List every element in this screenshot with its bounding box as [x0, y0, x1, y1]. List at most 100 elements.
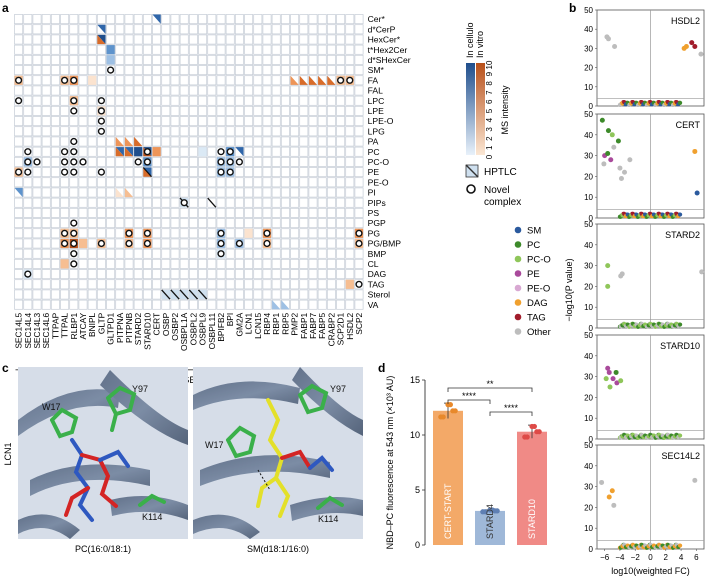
- grid-cell: [253, 136, 263, 147]
- grid-cell: [225, 126, 235, 137]
- grid-cell: [345, 95, 355, 106]
- grid-cell: [152, 228, 162, 239]
- grid-cell: [290, 238, 300, 249]
- grid-cell: [78, 136, 88, 147]
- grid-cell: [216, 177, 226, 188]
- grid-cell: [262, 75, 272, 86]
- protein-label: GLTP: [96, 312, 106, 334]
- grid-cell: [354, 116, 364, 127]
- y-tick-label: 50: [584, 110, 593, 119]
- grid-cell: [290, 65, 300, 76]
- grid-cell: [14, 105, 24, 116]
- binding-cell: [198, 147, 207, 157]
- grid-cell: [106, 207, 116, 218]
- grid-cell: [14, 197, 24, 208]
- grid-cell: [216, 197, 226, 208]
- binding-cell-incellulo: [14, 187, 23, 198]
- grid-cell: [133, 44, 143, 55]
- grid-cell: [262, 279, 272, 290]
- grid-cell: [161, 65, 171, 76]
- grid-cell: [142, 24, 152, 35]
- binding-cell-invitro: [97, 34, 106, 45]
- grid-cell: [317, 279, 327, 290]
- grid-cell: [317, 207, 327, 218]
- grid-cell: [354, 75, 364, 86]
- grid-cell: [308, 258, 318, 269]
- grid-cell: [179, 258, 189, 269]
- data-point: [611, 502, 617, 508]
- grid-cell: [308, 299, 318, 310]
- grid-cell: [216, 187, 226, 198]
- grid-cell: [32, 126, 42, 137]
- grid-cell: [354, 258, 364, 269]
- protein-label: SEC14L4: [23, 312, 33, 348]
- grid-cell: [60, 54, 70, 65]
- grid-cell: [32, 95, 42, 106]
- grid-cell: [133, 269, 143, 280]
- grid-cell: [225, 269, 235, 280]
- grid-cell: [78, 65, 88, 76]
- grid-cell: [41, 197, 51, 208]
- y-tick-label: 30: [584, 483, 593, 492]
- grid-cell: [271, 34, 281, 45]
- grid-cell: [23, 197, 33, 208]
- volcano-plot: 0 10 20 30 40 50 CERT: [584, 110, 705, 223]
- grid-cell: [326, 218, 336, 229]
- grid-cell: [50, 228, 60, 239]
- data-point: [622, 169, 628, 175]
- grid-cell: [271, 44, 281, 55]
- grid-cell: [253, 269, 263, 280]
- grid-cell: [198, 54, 208, 65]
- y-tick-label: 40: [584, 241, 593, 250]
- grid-cell: [87, 105, 97, 116]
- grid-cell: [170, 65, 180, 76]
- grid-cell: [96, 54, 106, 65]
- grid-cell: [78, 75, 88, 86]
- grid-cell: [271, 146, 281, 157]
- grid-cell: [253, 44, 263, 55]
- novel-complex-marker: [355, 280, 363, 288]
- grid-cell: [23, 116, 33, 127]
- grid-cell: [244, 258, 254, 269]
- grid-cell: [216, 136, 226, 147]
- grid-cell: [308, 238, 318, 249]
- grid-cell: [317, 248, 327, 259]
- grid-cell: [50, 207, 60, 218]
- grid-cell: [271, 218, 281, 229]
- grid-cell: [69, 197, 79, 208]
- grid-cell: [308, 248, 318, 259]
- grid-cell: [271, 197, 281, 208]
- grid-cell: [336, 238, 346, 249]
- grid-cell: [198, 167, 208, 178]
- grid-cell: [207, 167, 217, 178]
- grid-cell: [170, 269, 180, 280]
- grid-cell: [50, 95, 60, 106]
- grid-cell: [78, 146, 88, 157]
- grid-cell: [354, 197, 364, 208]
- novel-complex-marker: [60, 229, 69, 237]
- novel-complex-marker: [60, 239, 69, 248]
- grid-cell: [198, 238, 208, 249]
- grid-cell: [115, 95, 125, 106]
- novel-complex-marker: [143, 158, 152, 166]
- grid-cell: [308, 187, 318, 198]
- y-axis-label: NBD–PC fluorescence at 543 nm (×10³ AU): [385, 376, 395, 550]
- grid-cell: [41, 258, 51, 269]
- grid-cell: [225, 85, 235, 96]
- protein-label: LCN15: [253, 312, 263, 338]
- grid-cell: [207, 258, 217, 269]
- grid-cell: [69, 269, 79, 280]
- data-point: [692, 148, 698, 154]
- grid-cell: [152, 85, 162, 96]
- lipid-class-label: PE-O: [368, 177, 389, 187]
- grid-cell: [32, 197, 42, 208]
- novel-complex-marker: [15, 168, 23, 176]
- legend-marker: [514, 241, 522, 248]
- grid-cell: [326, 95, 336, 106]
- lipid-class-labels: Cer*d*CerPHexCer*t*Hex2Cerd*SHexCerSM*FA…: [368, 14, 411, 310]
- grid-cell: [188, 85, 198, 96]
- grid-cell: [308, 116, 318, 127]
- grid-cell: [299, 218, 309, 229]
- grid-cell: [23, 126, 33, 137]
- novel-complex-marker: [217, 250, 225, 258]
